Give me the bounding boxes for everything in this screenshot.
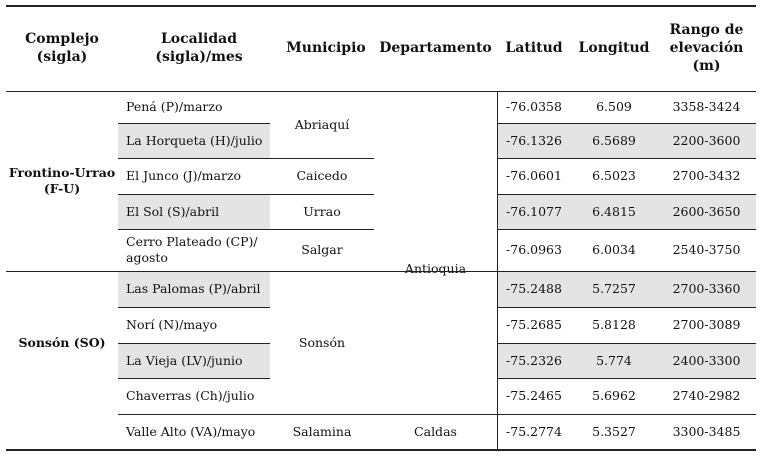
header-rule xyxy=(6,91,756,92)
localidad-cell: El Sol (S)/abril xyxy=(126,203,220,219)
municipio-cell: Sonsón xyxy=(298,334,346,350)
row-shade xyxy=(118,343,270,378)
municipio-cell: Abriaquí xyxy=(294,116,350,132)
elevacion-cell: 2700-3360 xyxy=(672,281,741,296)
row-divider xyxy=(497,343,756,344)
row-divider xyxy=(118,343,270,344)
header-latitud: Latitud xyxy=(505,40,563,56)
municipio-cell: Salamina xyxy=(292,424,352,439)
latitud-cell: -76.0358 xyxy=(506,99,562,114)
municipio-cell: Salgar xyxy=(301,242,343,257)
row-divider xyxy=(118,414,497,415)
row-shade xyxy=(497,194,756,229)
longitud-cell: 6.0034 xyxy=(592,242,636,257)
longitud-cell: 5.3527 xyxy=(592,424,636,439)
header-longitud: Longitud xyxy=(578,40,650,56)
localidad-cell: La Vieja (LV)/junio xyxy=(126,352,243,368)
departamento-cell: Antioquia xyxy=(404,261,467,276)
elevacion-cell: 3300-3485 xyxy=(672,424,741,439)
longitud-cell: 6.4815 xyxy=(592,203,636,219)
group-label: Frontino-Urrao (F-U) xyxy=(8,165,116,196)
longitud-cell: 5.774 xyxy=(596,352,632,368)
latitud-cell: -75.2326 xyxy=(506,352,562,368)
elevacion-cell: 2200-3600 xyxy=(672,132,741,148)
header-municipio: Municipio xyxy=(286,40,366,56)
localidad-cell: Pená (P)/marzo xyxy=(126,99,223,114)
elevacion-cell: 2540-3750 xyxy=(672,242,741,257)
longitud-cell: 6.5689 xyxy=(592,132,636,148)
elevacion-cell: 2700-3432 xyxy=(672,168,741,183)
longitud-cell: 5.6962 xyxy=(592,388,636,403)
elevacion-cell: 2740-2982 xyxy=(672,388,741,403)
latitud-cell: -75.2685 xyxy=(506,317,562,332)
row-shade xyxy=(497,271,756,307)
longitud-cell: 6.5023 xyxy=(592,168,636,183)
elevacion-cell: 2700-3089 xyxy=(672,317,741,332)
row-divider xyxy=(118,229,374,230)
elevacion-cell: 2400-3300 xyxy=(672,352,741,368)
latitud-cell: -75.2488 xyxy=(506,281,562,296)
elevacion-cell: 2600-3650 xyxy=(672,203,741,219)
header-complejo: Complejo (sigla) xyxy=(25,31,99,65)
row-divider xyxy=(118,194,374,195)
row-divider xyxy=(497,229,756,230)
header-elevacion: Rango de elevación (m) xyxy=(669,22,744,74)
municipio-cell: Caicedo xyxy=(296,168,348,183)
row-shade xyxy=(118,194,270,229)
localidad-cell: Las Palomas (P)/abril xyxy=(126,281,261,296)
column-divider xyxy=(497,91,498,450)
row-divider xyxy=(497,307,756,308)
row-shade xyxy=(118,123,270,158)
row-divider xyxy=(497,123,756,124)
latitud-cell: -76.0963 xyxy=(506,242,562,257)
group-separator-rule xyxy=(6,271,756,272)
localidad-cell: Norí (N)/mayo xyxy=(126,317,218,332)
header-localidad: Localidad (sigla)/mes xyxy=(155,31,243,65)
data-table: Complejo (sigla) Localidad (sigla)/mes M… xyxy=(6,5,756,451)
latitud-cell: -75.2774 xyxy=(506,424,562,439)
row-shade xyxy=(497,123,756,158)
localidad-cell: La Horqueta (H)/julio xyxy=(126,132,263,148)
row-divider xyxy=(118,158,374,159)
latitud-cell: -76.1077 xyxy=(506,203,562,219)
row-divider xyxy=(118,378,270,379)
longitud-cell: 5.8128 xyxy=(592,317,636,332)
localidad-cell: Cerro Plateado (CP)/ agosto xyxy=(126,234,258,265)
top-rule xyxy=(6,5,756,7)
group-label: Sonsón (SO) xyxy=(18,334,106,350)
row-divider xyxy=(118,307,270,308)
latitud-cell: -76.1326 xyxy=(506,132,562,148)
longitud-cell: 5.7257 xyxy=(592,281,636,296)
latitud-cell: -75.2465 xyxy=(506,388,562,403)
localidad-cell: Valle Alto (VA)/mayo xyxy=(126,424,256,439)
row-divider xyxy=(497,158,756,159)
localidad-cell: Chaverras (Ch)/julio xyxy=(126,388,255,403)
header-departamento: Departamento xyxy=(379,40,492,56)
row-divider xyxy=(497,414,756,415)
localidad-cell: El Junco (J)/marzo xyxy=(126,168,242,183)
row-divider xyxy=(118,123,270,124)
row-divider xyxy=(497,194,756,195)
row-shade xyxy=(118,271,270,307)
row-divider xyxy=(497,378,756,379)
bottom-rule xyxy=(6,449,756,451)
row-shade xyxy=(497,343,756,378)
elevacion-cell: 3358-3424 xyxy=(672,99,741,114)
municipio-cell: Urrao xyxy=(303,203,341,219)
departamento-cell: Caldas xyxy=(414,424,457,439)
latitud-cell: -76.0601 xyxy=(506,168,562,183)
longitud-cell: 6.509 xyxy=(596,99,632,114)
